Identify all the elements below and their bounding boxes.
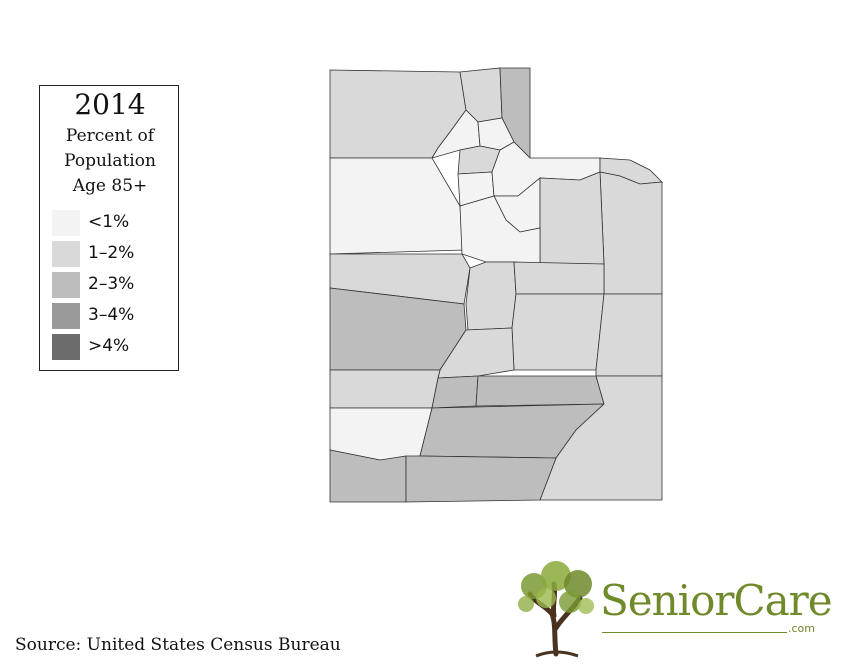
legend-subtitle-line-1: Percent of bbox=[65, 126, 155, 146]
county-wayne bbox=[475, 375, 605, 407]
county-san-juan bbox=[539, 375, 663, 501]
legend-label: >4% bbox=[88, 336, 130, 356]
source-note: Source: United States Census Bureau bbox=[15, 635, 341, 655]
county-iron bbox=[329, 407, 433, 461]
county-kane bbox=[405, 455, 557, 503]
legend-label: 2–3% bbox=[88, 274, 135, 294]
county-piute bbox=[431, 375, 479, 409]
legend-label: <1% bbox=[88, 212, 130, 232]
tree-icon bbox=[518, 561, 594, 658]
legend-swatch bbox=[52, 303, 80, 329]
county-emery bbox=[511, 293, 605, 371]
legend-year: 2014 bbox=[74, 88, 146, 121]
legend-swatch bbox=[52, 334, 80, 360]
legend-item: 3–4% bbox=[52, 303, 172, 329]
map-legend: 2014 Percent of Population Age 85+ <1% 1–… bbox=[39, 85, 179, 371]
legend-subtitle-line-2: Population bbox=[64, 151, 156, 171]
county-grand bbox=[595, 293, 663, 377]
legend-label: 3–4% bbox=[88, 305, 135, 325]
county-utah bbox=[459, 195, 541, 265]
legend-swatch bbox=[52, 272, 80, 298]
county-washington bbox=[329, 449, 407, 503]
brand-name: SeniorCare bbox=[600, 576, 833, 625]
county-tooele bbox=[329, 157, 465, 255]
legend-item: >4% bbox=[52, 334, 172, 360]
county-beaver bbox=[329, 369, 441, 409]
legend-item: 2–3% bbox=[52, 272, 172, 298]
county-uintah bbox=[599, 171, 663, 295]
legend-swatch bbox=[52, 241, 80, 267]
county-sanpete bbox=[465, 261, 517, 331]
county-juab bbox=[329, 253, 471, 305]
brand-suffix: .com bbox=[788, 622, 815, 635]
legend-item: 1–2% bbox=[52, 241, 172, 267]
brand-underline bbox=[602, 632, 787, 633]
county-carbon bbox=[513, 261, 605, 295]
county-duchesne bbox=[539, 171, 605, 265]
brand-logo: SeniorCare .com bbox=[512, 558, 842, 658]
legend-subtitle-line-3: Age 85+ bbox=[72, 176, 148, 196]
legend-swatch bbox=[52, 210, 80, 236]
legend-label: 1–2% bbox=[88, 243, 135, 263]
legend-item: <1% bbox=[52, 210, 172, 236]
